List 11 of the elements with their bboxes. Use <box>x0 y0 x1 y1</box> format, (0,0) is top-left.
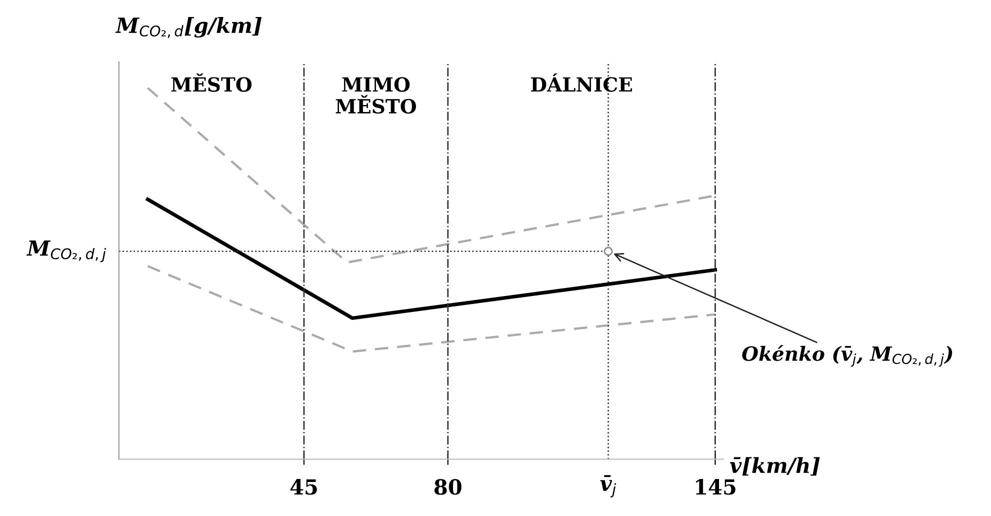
x-axis-title: v̄[km/h] <box>730 457 820 476</box>
annotation: Okénko (v̄$_{j}$, M$_{CO₂,d,j}$) <box>742 345 952 367</box>
x-tick-label: 145 <box>696 479 736 495</box>
annotation: DÁLNICE <box>531 74 632 92</box>
annotation: MIMO MĚSTO <box>336 77 416 114</box>
y-axis-title: M$_{CO₂,d}$[g/km] <box>115 17 262 38</box>
ref-line-label: v̄$_{j}$ <box>600 475 616 498</box>
x-tick-label: 80 <box>434 479 462 495</box>
annotation: MĚSTO <box>171 73 252 92</box>
x-tick-label: 45 <box>290 479 317 495</box>
ref-line-label: M$_{CO₂,d,j}$ <box>26 240 106 262</box>
